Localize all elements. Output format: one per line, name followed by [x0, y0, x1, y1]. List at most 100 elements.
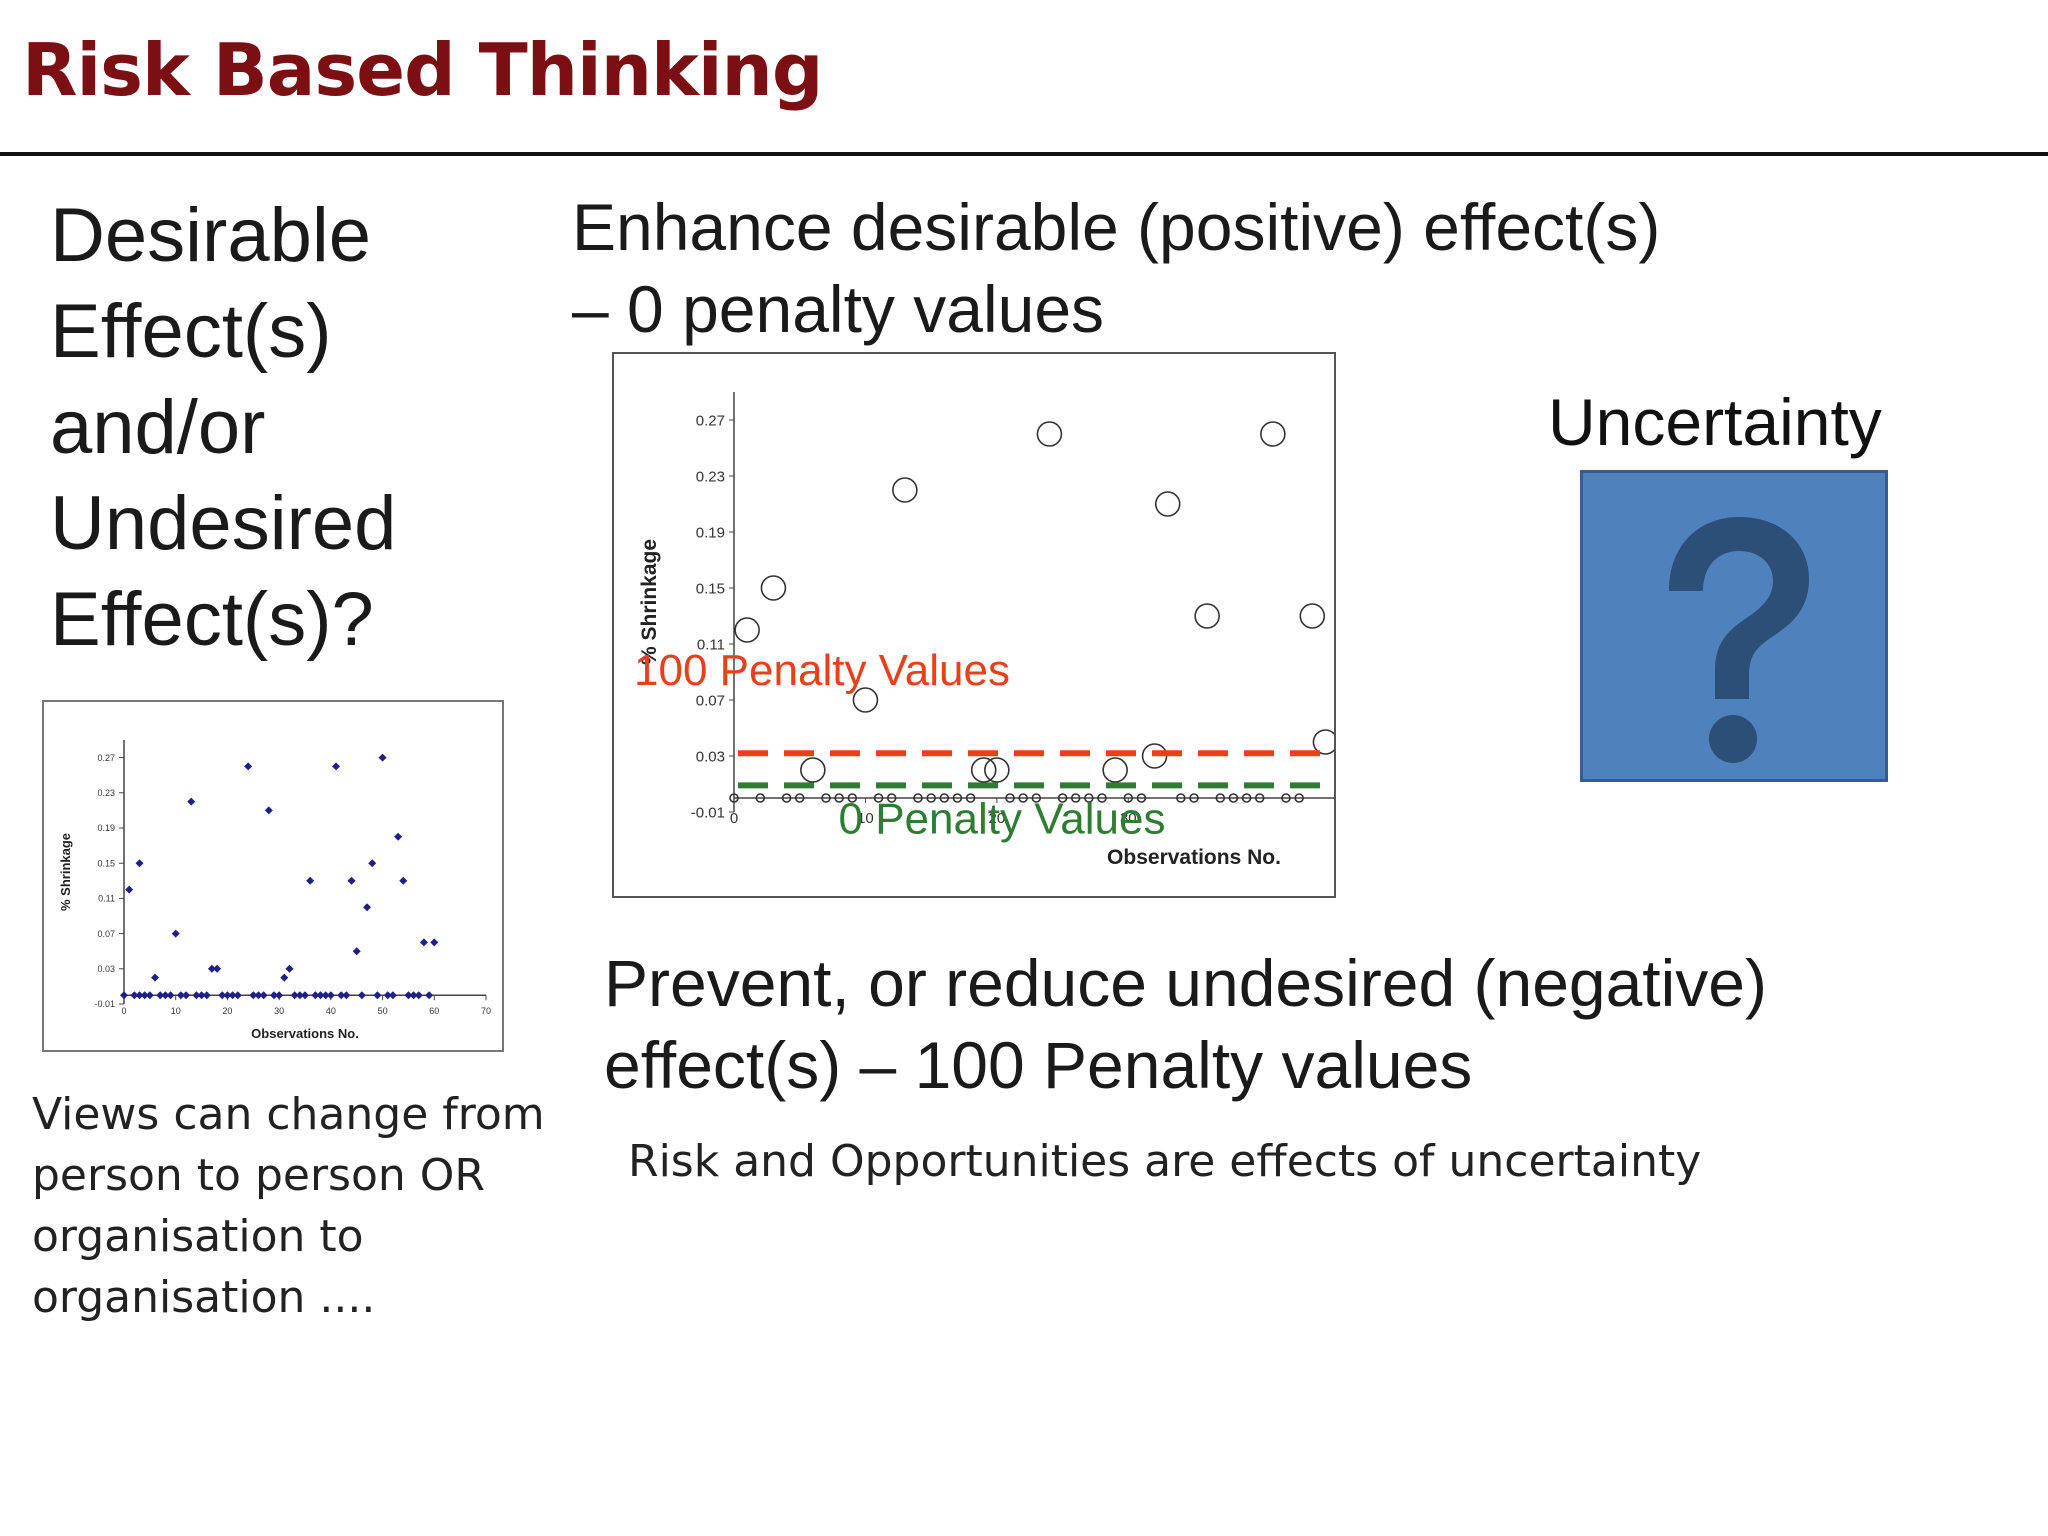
data-point — [409, 991, 418, 1000]
data-point — [1194, 603, 1220, 629]
page-title: Risk Based Thinking — [22, 28, 823, 112]
data-point — [332, 762, 341, 771]
data-point — [1254, 793, 1265, 803]
question-mark-icon — [1669, 517, 1809, 763]
title-divider — [0, 152, 2048, 156]
y-tick-label: 0.11 — [98, 894, 115, 904]
data-point — [145, 991, 154, 1000]
data-point — [120, 991, 128, 1000]
data-point — [357, 991, 366, 1000]
data-point — [342, 991, 351, 1000]
data-point — [223, 991, 232, 1000]
uncertainty-box — [1580, 470, 1888, 782]
data-point — [347, 876, 356, 885]
data-point — [192, 991, 201, 1000]
data-point — [1005, 793, 1015, 803]
data-point — [1228, 793, 1239, 803]
data-point — [218, 991, 227, 1000]
risk-note: Risk and Opportunities are effects of un… — [628, 1136, 1702, 1187]
data-point — [156, 991, 165, 1000]
data-point — [306, 876, 315, 885]
data-point — [1215, 793, 1226, 803]
data-point — [135, 991, 144, 1000]
data-point — [1123, 793, 1134, 803]
y-tick-label: 0.27 — [696, 412, 725, 429]
views-line: person to person OR — [32, 1150, 485, 1201]
data-point — [1189, 793, 1199, 803]
data-point — [1176, 793, 1186, 803]
x-tick-label: 40 — [326, 1006, 336, 1016]
x-tick-label: 10 — [857, 810, 874, 827]
question-line: Undesired — [50, 481, 397, 566]
data-point — [873, 793, 884, 803]
data-point — [233, 991, 242, 1000]
y-tick-label: 0.23 — [696, 468, 725, 485]
y-tick-label: 0.11 — [697, 636, 725, 653]
small-scatter-chart: 0.27 0.23 0.19 0.15 0.11 0.07 0.03 -0.01 0 10 20 30… — [42, 700, 504, 1052]
data-point — [228, 991, 237, 1000]
y-axis-label: % Shrinkage — [638, 539, 661, 665]
x-tick-label: 30 — [274, 1006, 284, 1016]
data-point — [425, 991, 434, 1000]
data-point — [197, 991, 206, 1000]
data-point — [311, 991, 320, 1000]
x-tick-label: 20 — [222, 1006, 232, 1016]
data-point — [285, 964, 294, 973]
data-point — [1084, 793, 1094, 803]
x-axis-label: Observations No. — [251, 1026, 359, 1041]
data-point — [368, 859, 377, 868]
data-point — [965, 793, 976, 803]
data-point — [939, 793, 950, 803]
data-point — [151, 973, 160, 982]
data-point — [755, 793, 766, 803]
x-tick-label: 0 — [730, 810, 738, 827]
y-tick-label: -0.01 — [94, 999, 115, 1009]
data-point — [404, 991, 413, 1000]
data-point — [383, 991, 392, 1000]
data-point — [984, 757, 1010, 783]
data-point — [800, 757, 826, 783]
data-point — [337, 991, 346, 1000]
data-point — [394, 832, 403, 841]
x-tick-label: 30 — [1120, 810, 1137, 827]
data-point — [295, 991, 304, 1000]
data-point — [1294, 793, 1304, 803]
data-point — [1260, 421, 1286, 447]
data-point — [249, 991, 258, 1000]
data-point — [430, 938, 439, 947]
data-point — [794, 793, 805, 803]
x-tick-label: 0 — [121, 1006, 126, 1016]
data-point — [419, 938, 428, 947]
data-point — [202, 991, 211, 1000]
data-point — [970, 757, 997, 783]
data-point — [280, 973, 289, 982]
data-point — [388, 991, 397, 1000]
data-point — [913, 793, 923, 803]
data-point — [821, 793, 831, 803]
data-point — [378, 753, 387, 762]
data-point — [781, 793, 792, 803]
y-tick-label: 0.19 — [97, 823, 115, 833]
data-point — [363, 903, 372, 912]
data-point — [1102, 757, 1128, 783]
x-tick-label: 10 — [171, 1006, 181, 1016]
y-tick-label: -0.01 — [691, 804, 725, 821]
data-point — [892, 477, 918, 503]
enhance-line: Enhance desirable (positive) effect(s) — [572, 190, 1661, 264]
question-text: Desirable Effect(s) and/or Undesired Eff… — [50, 188, 396, 668]
data-point — [847, 793, 858, 803]
data-point — [187, 797, 196, 806]
data-point — [140, 991, 149, 1000]
data-point — [275, 991, 284, 1000]
x-axis-label: Observations No. — [1107, 846, 1281, 869]
question-line: Effect(s) — [50, 289, 332, 374]
y-tick-label: 0.15 — [696, 580, 725, 597]
threshold-label: 100 Penalty Values — [634, 646, 1010, 695]
x-tick-label: 60 — [429, 1006, 439, 1016]
data-point — [1154, 491, 1181, 517]
data-point — [852, 687, 879, 713]
views-line: Views can change from — [32, 1089, 545, 1140]
data-point — [321, 991, 330, 1000]
data-point — [213, 964, 222, 973]
views-text: Views can change from person to person O… — [32, 1084, 545, 1328]
